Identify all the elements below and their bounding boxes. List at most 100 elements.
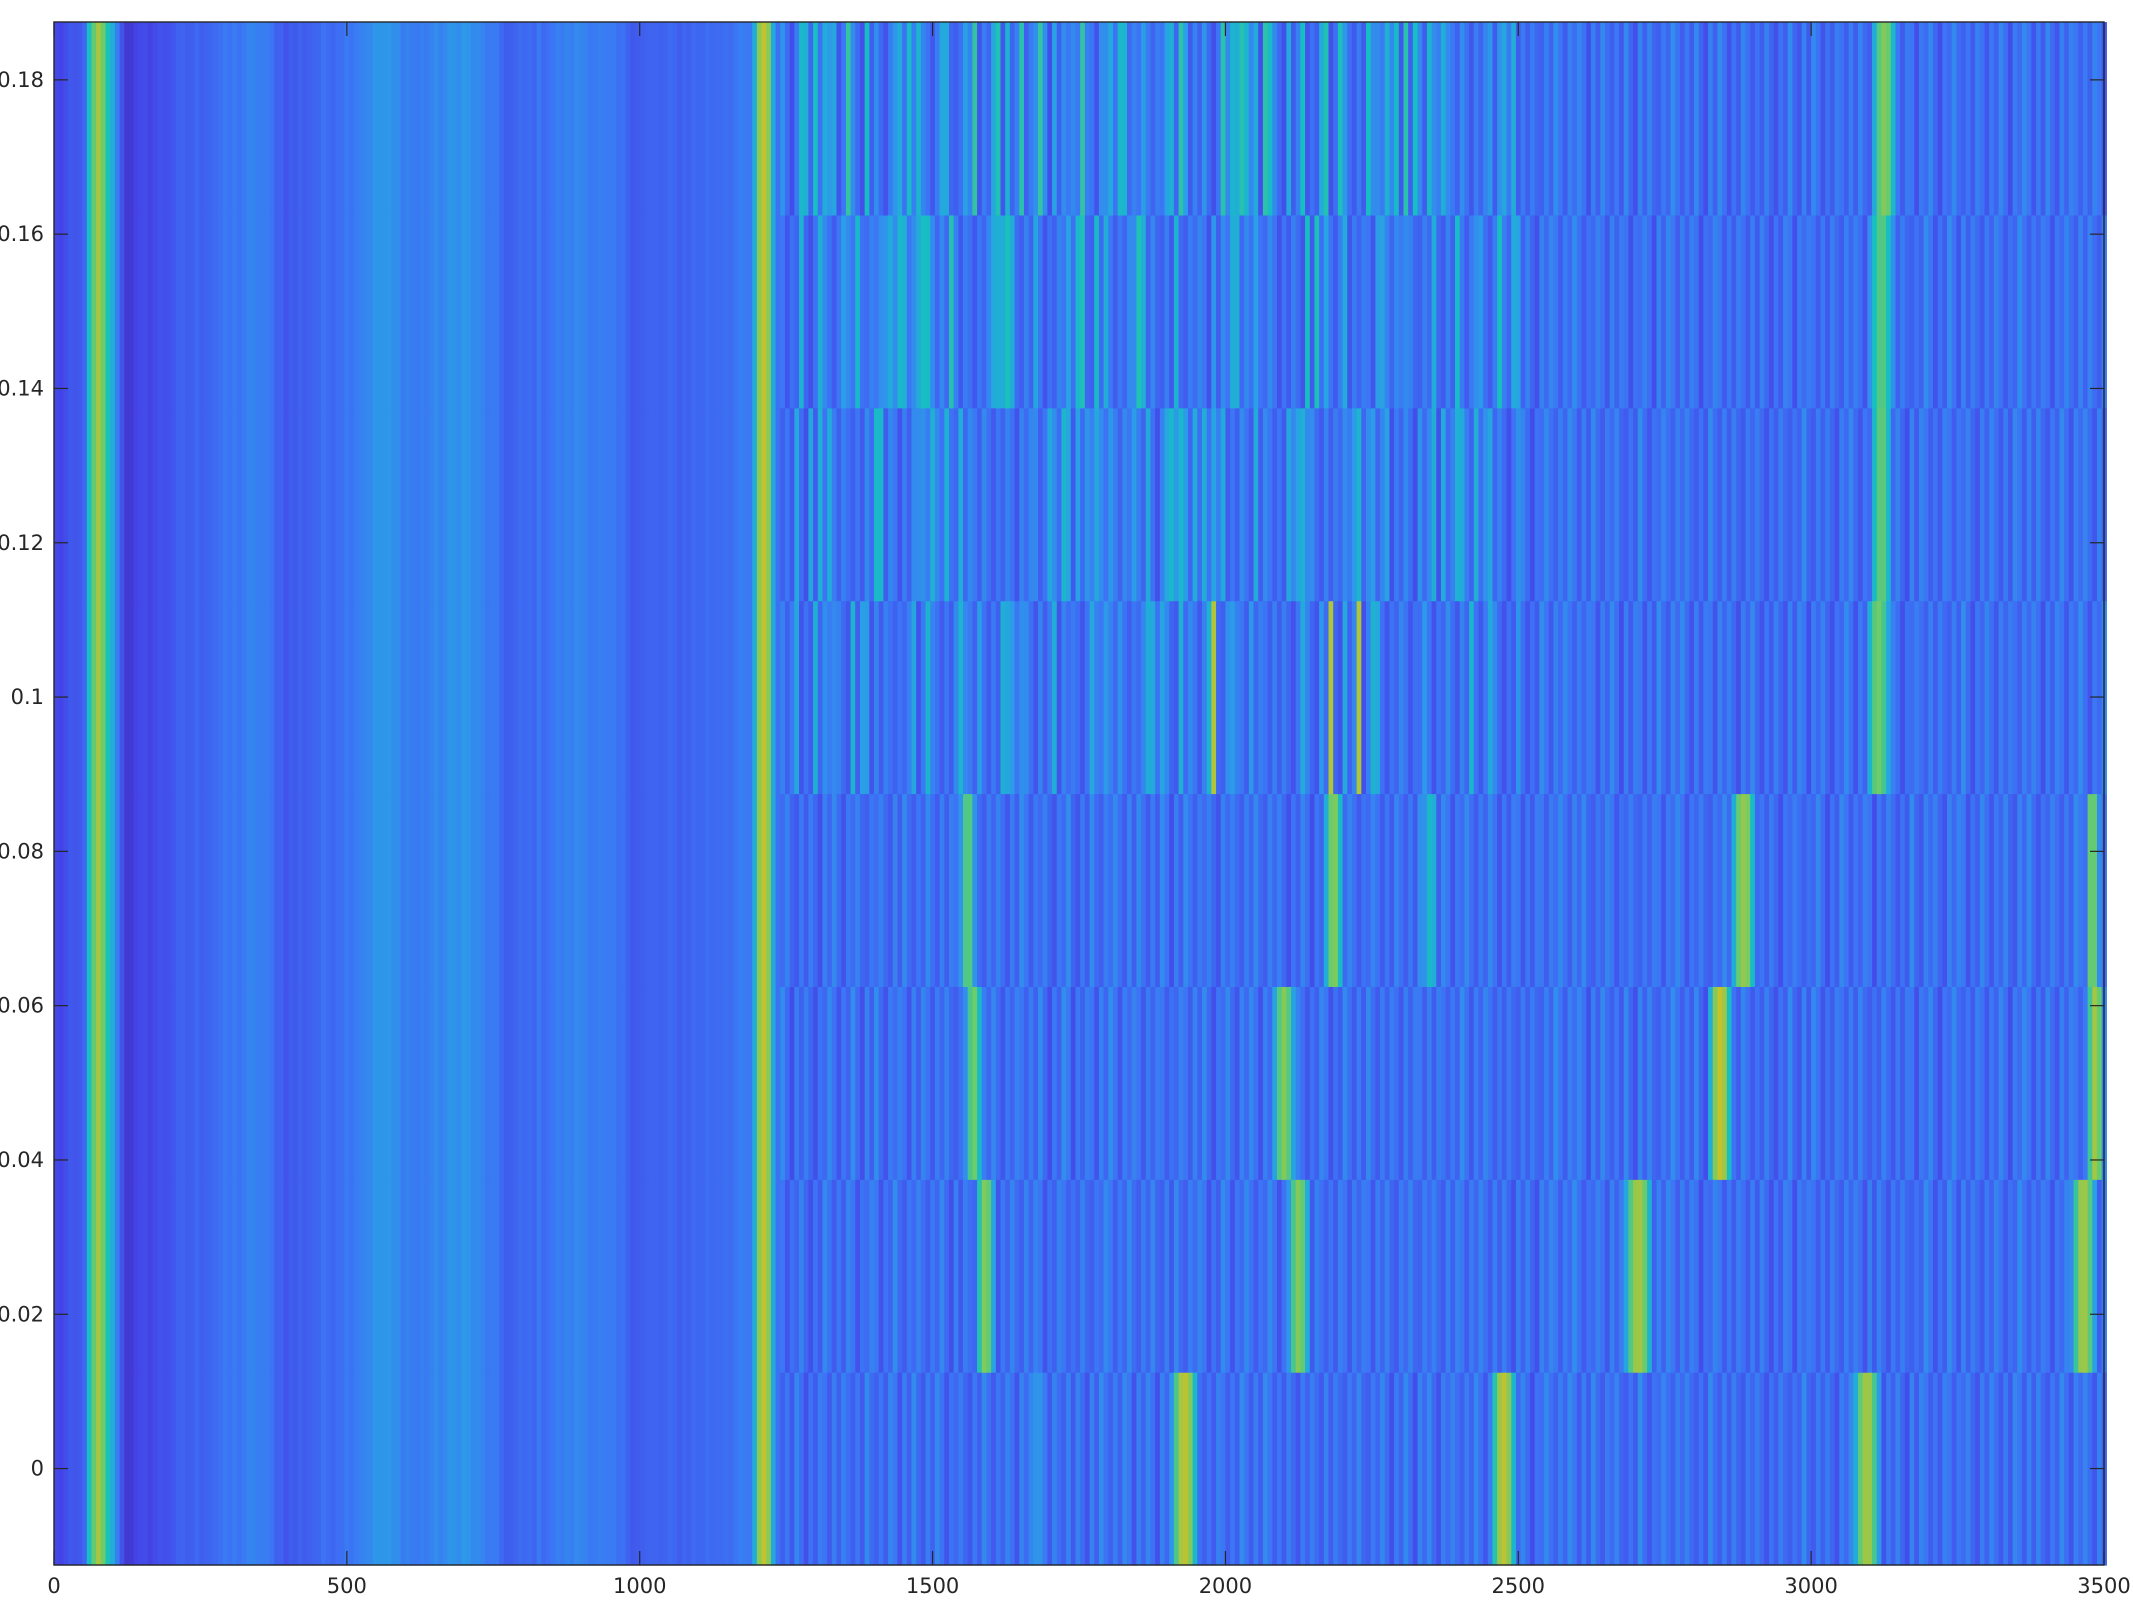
heatmap-cell (54, 22, 60, 216)
heatmap-cell (1384, 214, 1391, 409)
heatmap-cell (1970, 986, 1976, 1180)
heatmap-cell (1815, 793, 1822, 987)
heatmap-cell (218, 407, 224, 602)
heatmap-cell (1843, 22, 1850, 216)
heatmap-cell (906, 214, 913, 409)
heatmap-cell (541, 793, 547, 987)
heatmap-cell (752, 214, 758, 409)
heatmap-cell (2036, 407, 2042, 602)
heatmap-cell (1656, 600, 1662, 795)
heatmap-cell (68, 407, 74, 602)
heatmap-cell (274, 214, 280, 409)
heatmap-cell (119, 1179, 125, 1373)
heatmap-cell (1797, 600, 1803, 795)
heatmap-cell (1942, 1372, 1948, 1566)
heatmap-cell (695, 214, 702, 409)
heatmap-cell (1712, 1179, 1719, 1373)
heatmap-cell (827, 1372, 833, 1566)
heatmap-cell (442, 407, 449, 602)
heatmap-cell (1239, 1179, 1245, 1373)
heatmap-cell (1553, 1179, 1559, 1373)
heatmap-cell (175, 214, 182, 409)
heatmap-cell (302, 1372, 308, 1566)
heatmap-cell (930, 214, 936, 409)
heatmap-cell (831, 600, 838, 795)
heatmap-cell (700, 407, 706, 602)
heatmap-cell (194, 793, 200, 987)
heatmap-cell (1122, 793, 1128, 987)
heatmap-cell (1956, 407, 1962, 602)
heatmap-cell (363, 1179, 369, 1373)
heatmap-cell (1628, 1179, 1634, 1373)
heatmap-cell (2040, 1372, 2047, 1566)
heatmap-cell (1084, 407, 1091, 602)
heatmap-cell (1590, 600, 1597, 795)
heatmap-cell (1192, 1372, 1198, 1566)
heatmap-cell (438, 1372, 444, 1566)
heatmap-cell (620, 22, 627, 216)
heatmap-cell (592, 986, 599, 1180)
heatmap-cell (986, 22, 992, 216)
heatmap-cell (480, 986, 486, 1180)
heatmap-cell (307, 1372, 313, 1566)
heatmap-cell (1961, 1179, 1967, 1373)
heatmap-cell (1211, 407, 1217, 602)
heatmap-cell (1314, 1179, 1320, 1373)
heatmap-cell (1103, 214, 1109, 409)
heatmap-cell (2096, 986, 2103, 1180)
heatmap-cell (203, 1179, 210, 1373)
heatmap-cell (864, 986, 870, 1180)
heatmap-cell (424, 407, 430, 602)
heatmap-cell (1145, 793, 1152, 987)
heatmap-cell (508, 600, 514, 795)
heatmap-cell (1867, 214, 1873, 409)
heatmap-cell (864, 600, 870, 795)
heatmap-cell (1726, 22, 1733, 216)
heatmap-cell (1764, 214, 1770, 409)
heatmap-cell (222, 793, 228, 987)
heatmap-cell (77, 600, 83, 795)
heatmap-cell (1525, 600, 1531, 795)
heatmap-cell (1923, 793, 1929, 987)
heatmap-cell (930, 1179, 936, 1373)
heatmap-cell (700, 214, 706, 409)
y-axis: 00.020.040.060.080.10.120.140.160.18 (0, 68, 2104, 1481)
heatmap-cell (1281, 986, 1287, 1180)
heatmap-cell (1679, 22, 1686, 216)
heatmap-cell (489, 793, 496, 987)
heatmap-cell (1740, 1179, 1747, 1373)
heatmap-cell (1403, 600, 1409, 795)
heatmap-cell (1052, 214, 1058, 409)
heatmap-cell (1005, 986, 1011, 1180)
heatmap-cell (691, 407, 697, 602)
heatmap-cell (321, 793, 327, 987)
heatmap-cell (1038, 1179, 1044, 1373)
heatmap-cell (1647, 793, 1653, 987)
heatmap-cell (2050, 1372, 2056, 1566)
heatmap-cell (316, 214, 322, 409)
heatmap-cell (531, 1372, 538, 1566)
y-tick-label: 0.06 (0, 994, 44, 1018)
heatmap-cell (1961, 600, 1967, 795)
heatmap-cell (1464, 407, 1470, 602)
heatmap-cell (1984, 986, 1990, 1180)
heatmap-cell (789, 986, 795, 1180)
heatmap-cell (1389, 22, 1395, 216)
heatmap-cell (185, 1179, 191, 1373)
heatmap-cell (232, 407, 238, 602)
heatmap-cell (738, 22, 744, 216)
heatmap-cell (1642, 407, 1648, 602)
heatmap-cell (391, 793, 397, 987)
heatmap-cell (236, 600, 243, 795)
heatmap-cell (213, 1372, 219, 1566)
heatmap-cell (620, 793, 627, 987)
heatmap-cell (761, 22, 767, 216)
heatmap-cell (1998, 1179, 2004, 1373)
heatmap-cell (1178, 407, 1184, 602)
heatmap-cell (1932, 986, 1939, 1180)
heatmap-cell (302, 407, 308, 602)
heatmap-cell (574, 986, 580, 1180)
heatmap-cell (1455, 22, 1461, 216)
heatmap-cell (1131, 986, 1137, 1180)
heatmap-cell (302, 22, 308, 216)
